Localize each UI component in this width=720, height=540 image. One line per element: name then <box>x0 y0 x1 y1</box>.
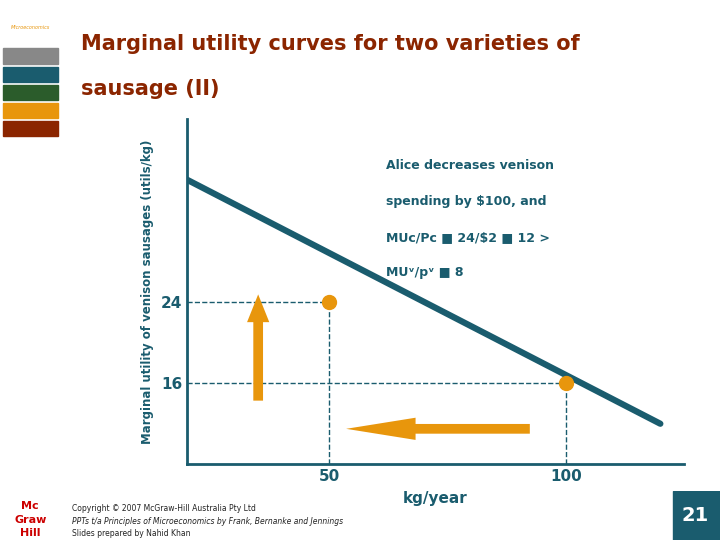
Bar <box>673 491 720 540</box>
Text: Microeconomics: Microeconomics <box>11 25 50 30</box>
Text: Hill: Hill <box>20 528 40 538</box>
Text: Graw: Graw <box>14 515 46 524</box>
Text: MUᵛ/pᵛ ■ 8: MUᵛ/pᵛ ■ 8 <box>386 266 464 279</box>
Bar <box>3 66 58 82</box>
Text: PPTs t/a Principles of Microeconomics by Frank, Bernanke and Jennings: PPTs t/a Principles of Microeconomics by… <box>72 517 343 526</box>
Text: MUᴄ/Pᴄ ■ 24/$2 ■ 12 >: MUᴄ/Pᴄ ■ 24/$2 ■ 12 > <box>386 231 550 244</box>
Text: Mc: Mc <box>22 501 39 511</box>
Text: 21: 21 <box>681 506 708 525</box>
Text: Copyright © 2007 McGraw-Hill Australia Pty Ltd: Copyright © 2007 McGraw-Hill Australia P… <box>72 504 256 513</box>
Bar <box>0 491 61 540</box>
Text: sausage (II): sausage (II) <box>81 79 220 99</box>
X-axis label: kg/year: kg/year <box>403 491 468 506</box>
Bar <box>3 121 58 136</box>
Bar <box>3 85 58 100</box>
Bar <box>3 103 58 118</box>
Text: spending by $100, and: spending by $100, and <box>386 195 546 208</box>
Y-axis label: Marginal utility of venison sausages (utils/kg): Marginal utility of venison sausages (ut… <box>141 139 154 444</box>
Text: Marginal utility curves for two varieties of: Marginal utility curves for two varietie… <box>81 34 580 54</box>
Text: Slides prepared by Nahid Khan: Slides prepared by Nahid Khan <box>72 529 191 538</box>
Text: Alice decreases venison: Alice decreases venison <box>386 159 554 172</box>
Bar <box>3 49 58 64</box>
